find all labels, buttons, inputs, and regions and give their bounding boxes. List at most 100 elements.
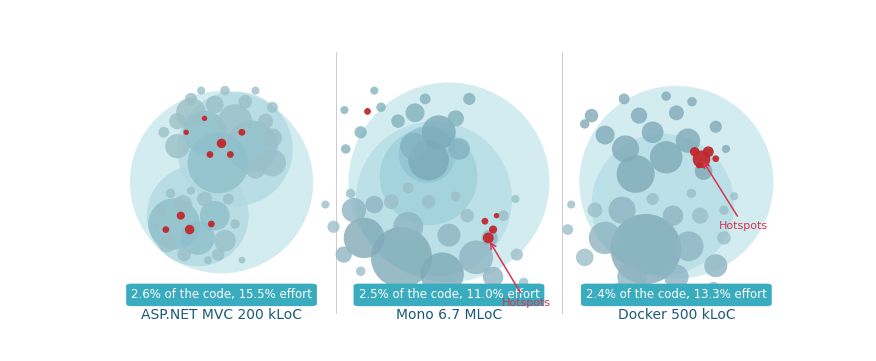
- Ellipse shape: [498, 210, 509, 221]
- Ellipse shape: [719, 205, 729, 215]
- Ellipse shape: [393, 212, 423, 242]
- Ellipse shape: [675, 129, 700, 153]
- Ellipse shape: [674, 231, 703, 261]
- Ellipse shape: [692, 208, 709, 224]
- Ellipse shape: [130, 91, 314, 273]
- Ellipse shape: [321, 200, 329, 209]
- Ellipse shape: [218, 104, 252, 138]
- Ellipse shape: [403, 182, 413, 193]
- Ellipse shape: [204, 256, 212, 264]
- Ellipse shape: [187, 187, 195, 195]
- Ellipse shape: [408, 140, 449, 180]
- Ellipse shape: [263, 129, 282, 147]
- Ellipse shape: [238, 95, 252, 108]
- Ellipse shape: [212, 248, 224, 261]
- Ellipse shape: [159, 235, 176, 252]
- Ellipse shape: [251, 87, 259, 95]
- Ellipse shape: [712, 155, 719, 162]
- Ellipse shape: [580, 119, 590, 129]
- FancyBboxPatch shape: [581, 284, 772, 306]
- Ellipse shape: [611, 214, 682, 284]
- Ellipse shape: [392, 114, 405, 128]
- Ellipse shape: [214, 230, 236, 252]
- Ellipse shape: [176, 98, 206, 128]
- FancyBboxPatch shape: [126, 284, 317, 306]
- Text: Docker 500 kLoC: Docker 500 kLoC: [618, 308, 735, 322]
- Ellipse shape: [631, 108, 647, 124]
- Ellipse shape: [669, 105, 684, 120]
- Text: ASP.NET MVC 200 kLoC: ASP.NET MVC 200 kLoC: [141, 308, 302, 322]
- Ellipse shape: [642, 122, 663, 143]
- Ellipse shape: [511, 248, 523, 261]
- Ellipse shape: [147, 165, 249, 266]
- Ellipse shape: [420, 252, 464, 296]
- Ellipse shape: [695, 162, 712, 180]
- Ellipse shape: [340, 106, 349, 114]
- Ellipse shape: [708, 282, 720, 294]
- Ellipse shape: [459, 240, 493, 274]
- Ellipse shape: [406, 103, 425, 122]
- Ellipse shape: [245, 158, 265, 179]
- Ellipse shape: [663, 205, 683, 226]
- Ellipse shape: [183, 130, 189, 135]
- Ellipse shape: [187, 132, 249, 193]
- Ellipse shape: [613, 283, 624, 293]
- FancyBboxPatch shape: [354, 284, 544, 306]
- Ellipse shape: [267, 102, 278, 113]
- Ellipse shape: [463, 93, 476, 105]
- Ellipse shape: [355, 126, 367, 138]
- Ellipse shape: [166, 189, 175, 198]
- Ellipse shape: [710, 121, 722, 133]
- Ellipse shape: [230, 219, 240, 229]
- Text: 2.5% of the code, 11.0% effort: 2.5% of the code, 11.0% effort: [358, 288, 540, 301]
- Ellipse shape: [703, 146, 714, 157]
- Ellipse shape: [483, 267, 503, 287]
- Ellipse shape: [197, 87, 205, 95]
- Ellipse shape: [449, 138, 470, 160]
- Ellipse shape: [722, 145, 730, 153]
- Ellipse shape: [567, 200, 576, 209]
- Ellipse shape: [377, 103, 385, 112]
- Ellipse shape: [226, 121, 278, 172]
- Ellipse shape: [617, 155, 654, 193]
- Ellipse shape: [512, 195, 519, 203]
- Ellipse shape: [346, 189, 356, 198]
- Ellipse shape: [173, 195, 193, 214]
- Text: Hotspots: Hotspots: [491, 243, 551, 308]
- Ellipse shape: [197, 192, 212, 206]
- Ellipse shape: [421, 195, 435, 209]
- Ellipse shape: [650, 141, 682, 174]
- Ellipse shape: [336, 247, 352, 263]
- Ellipse shape: [169, 113, 186, 129]
- Ellipse shape: [150, 223, 158, 231]
- Ellipse shape: [356, 266, 365, 276]
- Ellipse shape: [201, 116, 208, 121]
- Ellipse shape: [664, 265, 689, 289]
- Ellipse shape: [489, 226, 498, 234]
- Ellipse shape: [177, 92, 293, 206]
- Ellipse shape: [207, 151, 214, 158]
- Ellipse shape: [356, 121, 512, 277]
- Ellipse shape: [364, 108, 371, 115]
- Ellipse shape: [159, 127, 169, 138]
- Ellipse shape: [696, 163, 702, 168]
- Ellipse shape: [494, 213, 499, 218]
- Ellipse shape: [258, 114, 273, 129]
- Ellipse shape: [343, 218, 385, 258]
- Ellipse shape: [223, 193, 234, 204]
- Ellipse shape: [704, 254, 727, 277]
- Ellipse shape: [185, 225, 194, 234]
- Ellipse shape: [200, 201, 230, 231]
- Ellipse shape: [661, 91, 671, 101]
- Ellipse shape: [420, 93, 431, 104]
- Ellipse shape: [648, 289, 657, 298]
- Ellipse shape: [688, 97, 696, 106]
- Ellipse shape: [166, 134, 189, 158]
- Ellipse shape: [154, 204, 166, 216]
- Ellipse shape: [437, 224, 461, 247]
- Ellipse shape: [591, 134, 734, 275]
- Ellipse shape: [177, 212, 185, 220]
- Text: Mono 6.7 MLoC: Mono 6.7 MLoC: [396, 308, 502, 322]
- Ellipse shape: [588, 203, 603, 218]
- Ellipse shape: [451, 191, 461, 201]
